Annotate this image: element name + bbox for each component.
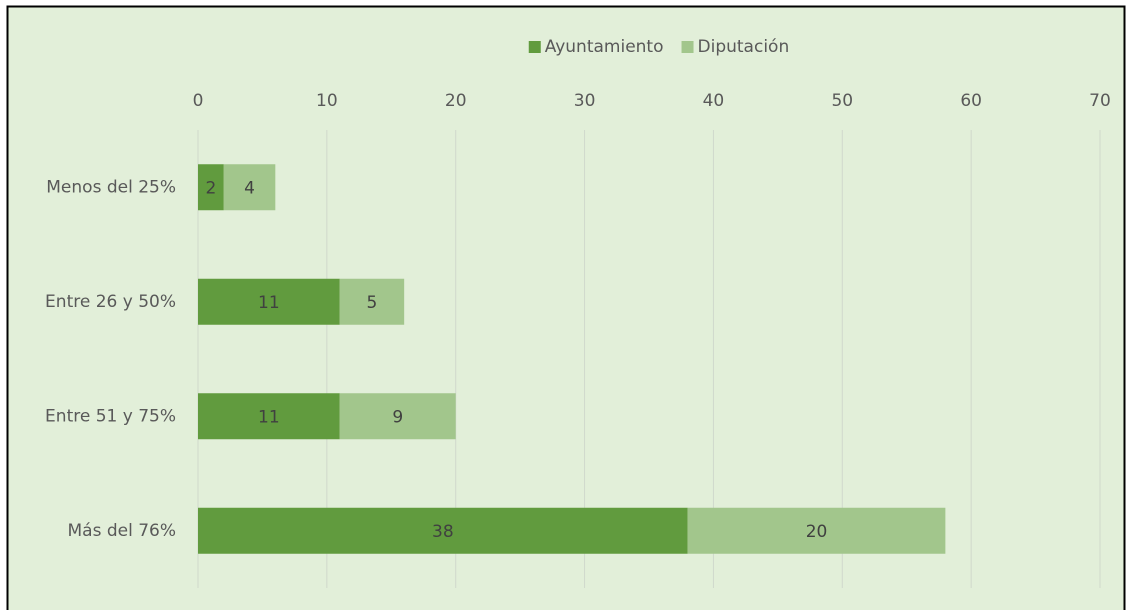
y-tick-label: Más del 76% [67, 521, 176, 541]
data-label: 11 [258, 293, 280, 313]
bar-segment [198, 507, 688, 554]
legend-swatch [528, 41, 541, 53]
bar-segment [198, 393, 340, 440]
bar-segment [687, 507, 946, 554]
legend-swatch [681, 41, 694, 53]
x-tick-label: 20 [445, 91, 467, 111]
x-tick-label: 30 [574, 91, 596, 111]
bar-segment [198, 164, 224, 211]
data-label: 38 [432, 522, 454, 542]
data-label: 20 [806, 522, 828, 542]
x-tick-label: 70 [1089, 91, 1111, 111]
x-tick-label: 0 [193, 91, 204, 111]
data-label: 9 [392, 407, 403, 427]
y-tick-label: Entre 51 y 75% [45, 406, 176, 426]
bar-segment [198, 278, 340, 325]
x-tick-label: 10 [316, 91, 338, 111]
x-tick-label: 40 [703, 91, 725, 111]
x-tick-label: 50 [831, 91, 853, 111]
legend-label: Diputación [698, 37, 790, 57]
legend-label: Ayuntamiento [545, 37, 664, 57]
bar-segment [339, 393, 456, 440]
x-tick-label: 60 [960, 91, 982, 111]
bar-segment [223, 164, 276, 211]
y-tick-label: Menos del 25% [46, 177, 176, 197]
data-label: 11 [258, 407, 280, 427]
data-label: 5 [367, 293, 378, 313]
data-label: 4 [244, 178, 255, 198]
data-label: 2 [205, 178, 216, 198]
y-tick-label: Entre 26 y 50% [45, 292, 176, 312]
bar-segment [339, 278, 405, 325]
